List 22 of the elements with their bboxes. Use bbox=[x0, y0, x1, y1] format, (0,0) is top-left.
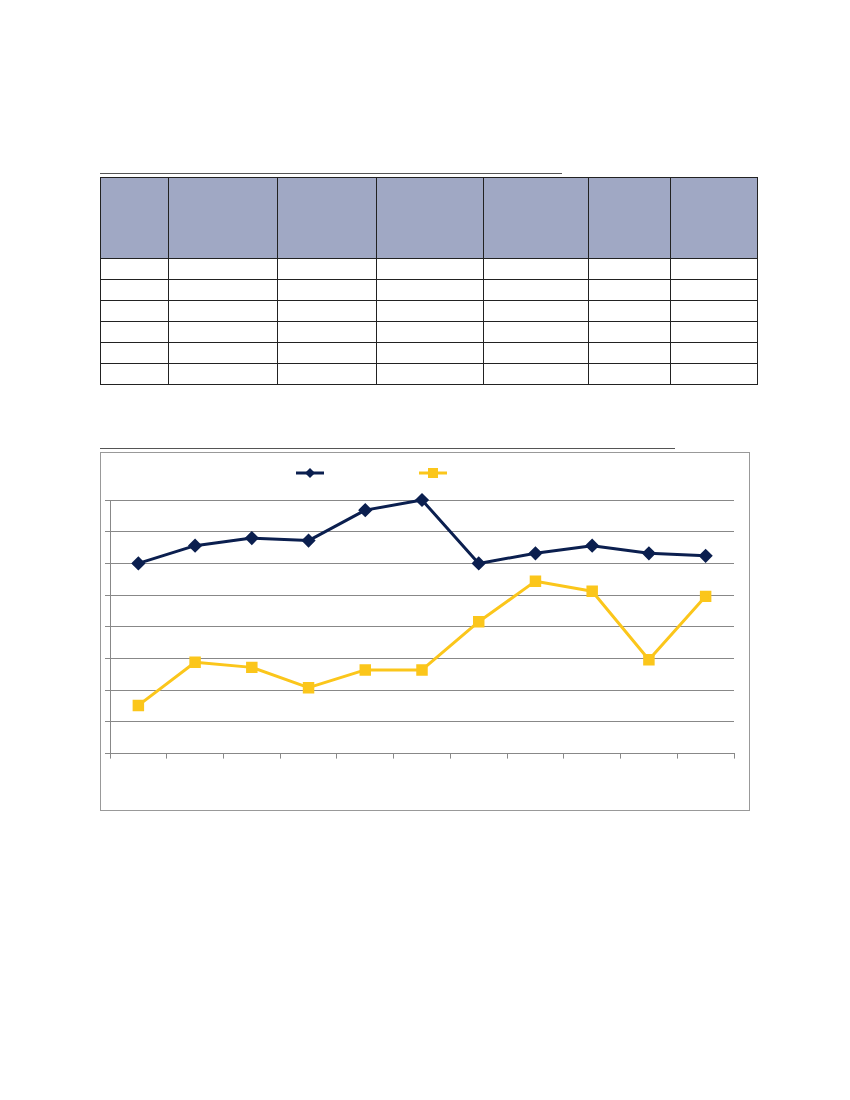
point bbox=[699, 549, 713, 563]
point bbox=[358, 503, 372, 517]
point bbox=[643, 654, 655, 666]
point bbox=[188, 539, 202, 553]
point bbox=[529, 575, 542, 587]
point bbox=[416, 664, 428, 676]
point bbox=[246, 661, 258, 674]
point bbox=[585, 539, 599, 553]
point bbox=[699, 590, 712, 603]
point bbox=[245, 531, 259, 545]
point bbox=[642, 546, 656, 560]
point bbox=[359, 664, 372, 676]
point bbox=[586, 585, 598, 598]
point bbox=[131, 556, 145, 570]
point bbox=[302, 681, 315, 694]
point bbox=[472, 556, 486, 570]
point bbox=[189, 656, 201, 669]
point bbox=[528, 546, 542, 560]
point bbox=[132, 699, 145, 712]
point bbox=[302, 534, 316, 548]
point bbox=[415, 493, 429, 507]
point bbox=[472, 615, 485, 628]
